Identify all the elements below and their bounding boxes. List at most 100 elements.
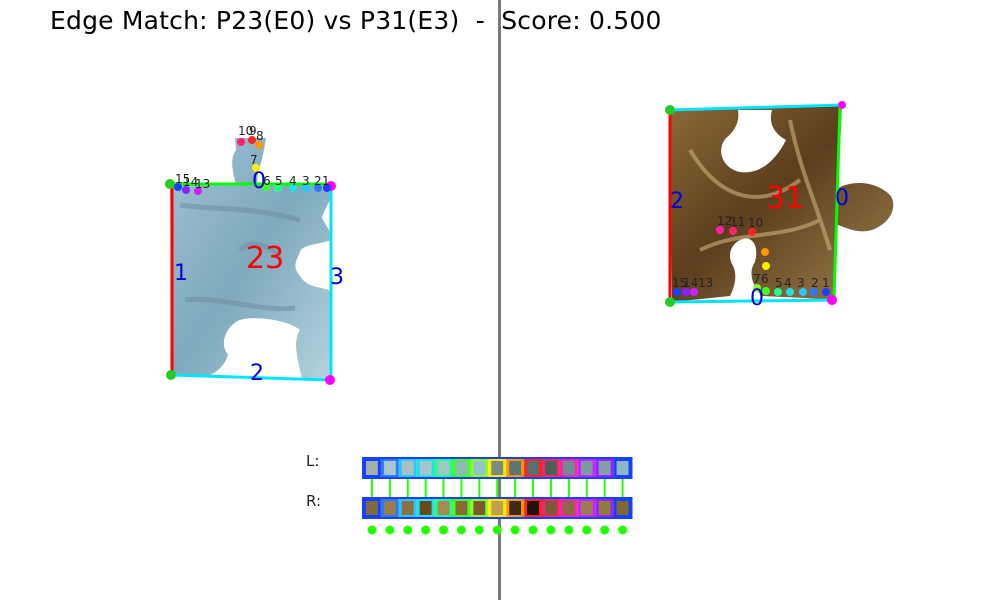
left-point-dot bbox=[323, 184, 331, 192]
right-edge-bottom bbox=[669, 298, 835, 304]
left-color-swatch bbox=[559, 458, 578, 478]
right-point-dot bbox=[786, 288, 794, 296]
match-dot bbox=[421, 525, 431, 535]
match-dot bbox=[528, 525, 538, 535]
right-point-label: 2 bbox=[811, 276, 819, 290]
right-piece-notch bbox=[721, 110, 786, 173]
left-point-dot bbox=[262, 183, 270, 191]
left-color-swatch bbox=[398, 458, 417, 478]
right-color-swatch bbox=[595, 498, 614, 518]
right-edge-label-right: 0 bbox=[835, 186, 849, 211]
right-edge-right bbox=[832, 105, 842, 301]
left-point-label: 13 bbox=[195, 177, 210, 191]
center-divider bbox=[498, 0, 501, 600]
left-color-swatch bbox=[595, 458, 614, 478]
right-piece-id-label: 31 bbox=[766, 181, 804, 216]
right-corner-dot bbox=[665, 297, 675, 307]
left-color-swatch bbox=[452, 458, 471, 478]
left-color-swatch bbox=[416, 458, 435, 478]
right-strip-label: R: bbox=[306, 492, 322, 510]
match-dot bbox=[492, 525, 502, 535]
right-point-label: 4 bbox=[784, 276, 792, 290]
right-color-swatch bbox=[542, 498, 560, 518]
left-point-label: 15 bbox=[175, 172, 190, 186]
right-corner-dot bbox=[827, 295, 837, 305]
left-piece-texture bbox=[179, 202, 301, 312]
right-edge-label-bottom: 0 bbox=[750, 286, 764, 311]
left-point-dot bbox=[174, 183, 182, 191]
left-corner-dot bbox=[166, 370, 176, 380]
right-piece bbox=[665, 101, 894, 307]
left-point-dot bbox=[274, 184, 282, 192]
left-point-label: 7 bbox=[250, 153, 258, 167]
left-strip-label: L: bbox=[306, 452, 320, 470]
right-point-dot bbox=[690, 288, 698, 296]
right-point-label: 13 bbox=[698, 276, 713, 290]
match-dot bbox=[600, 525, 610, 535]
right-point-label: 15 bbox=[672, 276, 687, 290]
match-dot bbox=[546, 525, 556, 535]
left-edge-bottom bbox=[171, 373, 331, 382]
left-color-swatch bbox=[380, 458, 399, 478]
left-point-dot bbox=[252, 164, 260, 172]
right-point-dot bbox=[716, 226, 724, 234]
right-point-dot bbox=[761, 248, 769, 256]
right-point-dot bbox=[799, 288, 807, 296]
right-color-swatch bbox=[398, 498, 417, 518]
left-piece-id-label: 23 bbox=[246, 241, 284, 276]
match-dot bbox=[456, 525, 466, 535]
right-edge-label-left: 2 bbox=[670, 189, 684, 214]
right-color-swatch bbox=[524, 498, 542, 518]
right-point-dot bbox=[762, 287, 770, 295]
right-point-label: 3 bbox=[797, 276, 805, 290]
left-point-label: 3 bbox=[302, 174, 310, 188]
right-point-label: 7 bbox=[753, 272, 761, 286]
left-corner-dot bbox=[165, 179, 175, 189]
left-piece-body bbox=[170, 138, 332, 380]
right-color-swatch bbox=[452, 498, 471, 518]
match-dot bbox=[385, 525, 395, 535]
left-point-dot bbox=[194, 187, 202, 195]
left-strip-frame bbox=[362, 457, 633, 479]
right-point-dot bbox=[673, 288, 681, 296]
left-color-swatch bbox=[524, 458, 542, 478]
right-point-label: 10 bbox=[748, 216, 763, 230]
left-point-dot bbox=[302, 184, 310, 192]
left-color-swatch bbox=[613, 458, 632, 478]
left-point-dot bbox=[289, 184, 297, 192]
left-color-swatch bbox=[434, 458, 453, 478]
left-point-label: 9 bbox=[249, 124, 257, 138]
left-point-label: 6 bbox=[263, 174, 271, 188]
left-point-dot bbox=[314, 184, 322, 192]
left-point-dot bbox=[237, 138, 245, 146]
right-strip-frame bbox=[362, 497, 633, 519]
right-point-dot bbox=[762, 262, 770, 270]
right-point-dot bbox=[822, 288, 830, 296]
left-point-dot bbox=[255, 141, 263, 149]
right-color-swatch bbox=[470, 498, 489, 518]
right-point-dot bbox=[753, 284, 761, 292]
left-point-dot bbox=[248, 136, 256, 144]
left-point-label: 8 bbox=[256, 129, 264, 143]
left-corner-dot bbox=[325, 375, 335, 385]
left-point-label: 10 bbox=[238, 124, 253, 138]
match-dot bbox=[403, 525, 413, 535]
right-color-swatch bbox=[416, 498, 435, 518]
right-color-swatch bbox=[559, 498, 578, 518]
right-point-dot bbox=[774, 288, 782, 296]
left-color-swatch bbox=[488, 458, 507, 478]
left-edge-label-top: 0 bbox=[252, 169, 266, 194]
right-color-swatch bbox=[363, 498, 381, 518]
right-color-swatch bbox=[434, 498, 453, 518]
match-dot bbox=[564, 525, 574, 535]
right-color-swatch bbox=[613, 498, 632, 518]
right-corner-dot bbox=[665, 105, 675, 115]
right-corner-dot bbox=[838, 101, 846, 109]
page-title: Edge Match: P23(E0) vs P31(E3) - Score: … bbox=[50, 6, 662, 35]
left-edge-label-left: 1 bbox=[174, 261, 188, 286]
right-point-dot bbox=[810, 288, 818, 296]
match-dot bbox=[510, 525, 520, 535]
left-edge-label-right: 3 bbox=[330, 265, 344, 290]
right-point-label: 6 bbox=[761, 272, 769, 286]
right-point-dot bbox=[748, 228, 756, 236]
